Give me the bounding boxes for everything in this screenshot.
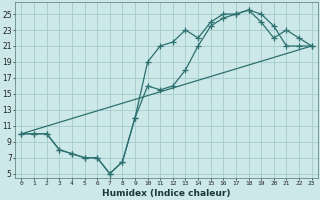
X-axis label: Humidex (Indice chaleur): Humidex (Indice chaleur) <box>102 189 231 198</box>
